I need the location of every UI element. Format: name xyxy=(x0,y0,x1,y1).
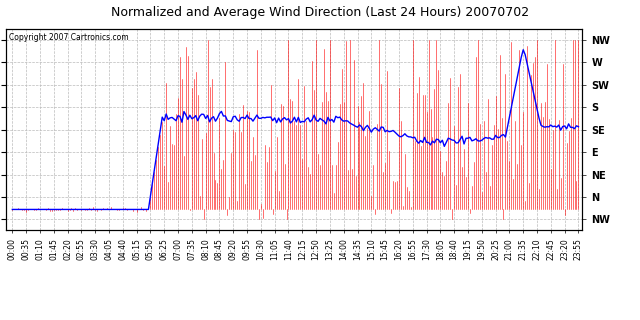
Text: Normalized and Average Wind Direction (Last 24 Hours) 20070702: Normalized and Average Wind Direction (L… xyxy=(111,6,529,20)
Text: Copyright 2007 Cartronics.com: Copyright 2007 Cartronics.com xyxy=(10,33,129,42)
